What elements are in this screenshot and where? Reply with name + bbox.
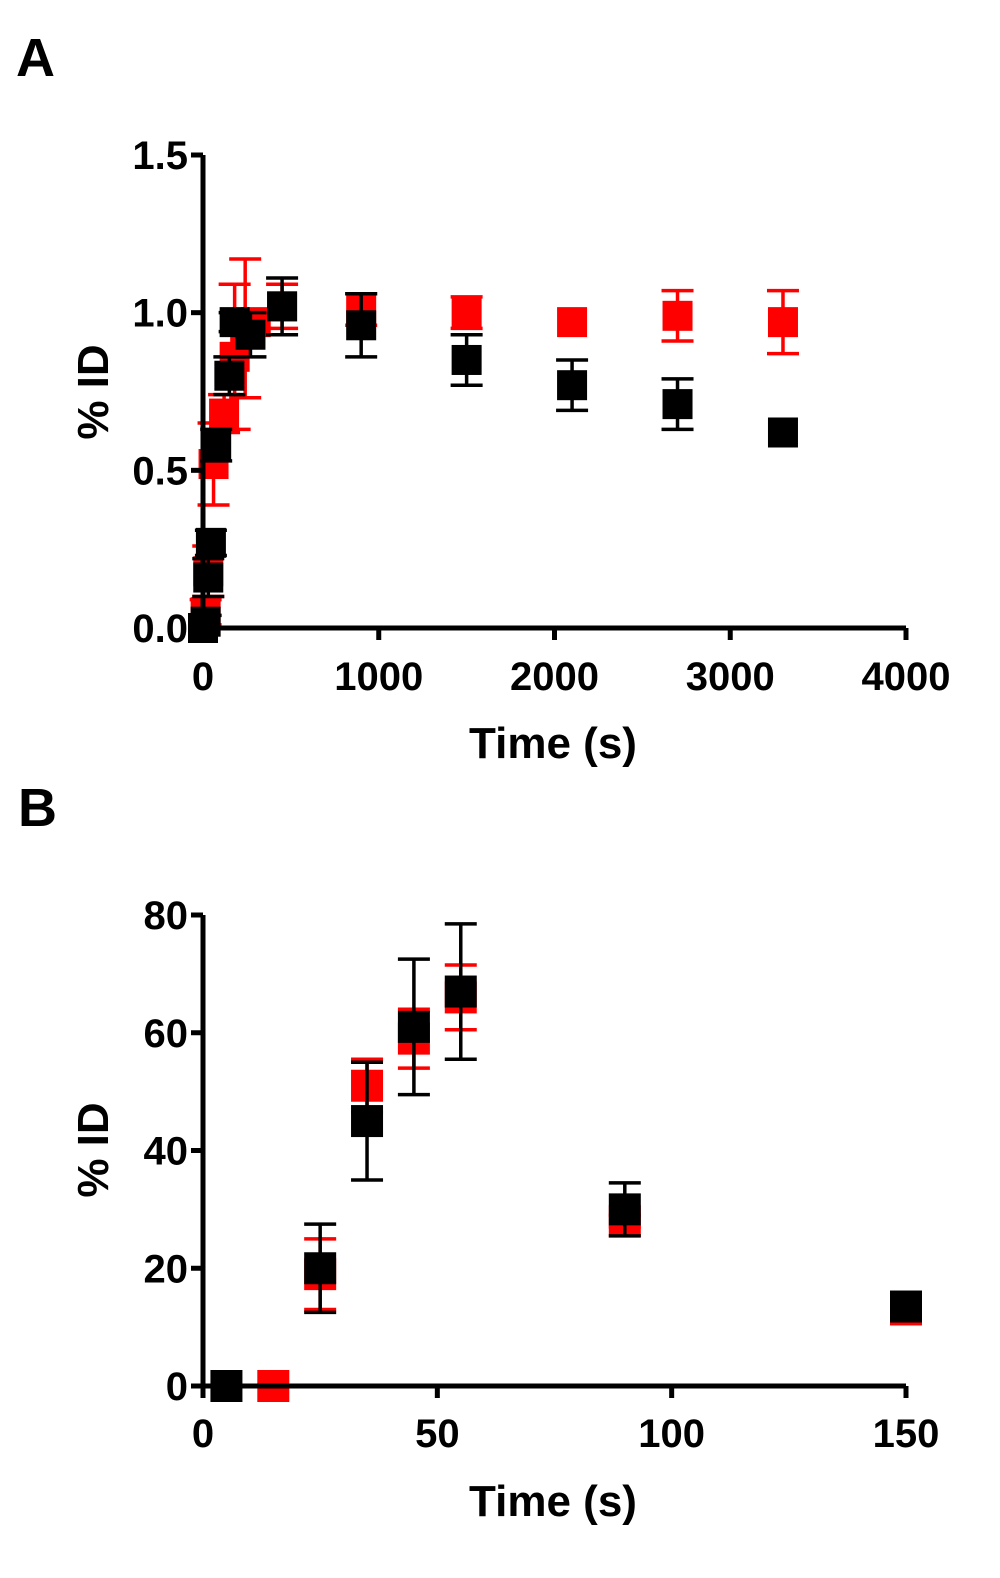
panel-a-x-tick-label: 4000 (862, 655, 951, 699)
panel-b-x-tick-label: 0 (192, 1412, 214, 1456)
panel-a-point (346, 310, 377, 341)
panel-a-point (662, 300, 693, 331)
panel-a-point (557, 307, 588, 338)
panel-b-y-axis-label: % ID (69, 1102, 118, 1197)
panel-a-ticks: 0 1000 2000 3000 4000 0.0 0.5 1.0 1.5 (132, 134, 950, 699)
panel-b-plot-area (210, 922, 922, 1402)
panel-a-y-tick-label: 1.5 (132, 134, 188, 178)
panel-b-x-axis-label: Time (s) (469, 1477, 637, 1526)
panel-a-point (190, 606, 221, 637)
panel-b-point (304, 1252, 337, 1285)
panel-b-x-tick-label: 50 (415, 1412, 460, 1456)
panel-a-point (201, 430, 232, 461)
panel-b-y-tick-label: 80 (144, 894, 189, 938)
panel-a-point (451, 344, 482, 375)
panel-b-y-tick-label: 0 (166, 1365, 188, 1409)
panel-a-point (767, 417, 798, 448)
panel-a-y-tick-label: 1.0 (132, 292, 188, 336)
panel-a-label: A (16, 28, 55, 88)
panel-b-point (351, 1105, 384, 1138)
panel-a-point (662, 389, 693, 420)
panel-a-y-tick-label: 0.0 (132, 607, 188, 651)
panel-b-label: B (18, 778, 57, 838)
panel-a-point (193, 562, 224, 593)
panel-a-y-axis-label: % ID (69, 344, 118, 439)
panel-a-x-tick-label: 1000 (334, 655, 423, 699)
panel-a-point (557, 370, 588, 401)
panel-a: A 0 1000 2000 3000 4000 0.0 0.5 1.0 1.5 Time (s)… (16, 28, 950, 768)
panel-b-x-tick-label: 100 (638, 1412, 705, 1456)
panel-b-y-tick-label: 60 (144, 1012, 189, 1056)
panel-b-point (444, 975, 477, 1008)
panel-b-y-tick-label: 40 (144, 1130, 189, 1174)
panel-a-x-tick-label: 3000 (686, 655, 775, 699)
panel-b: B 0 50 100 150 0 20 40 60 80 Time (s) % ID (18, 778, 939, 1526)
panel-a-x-tick-label: 2000 (510, 655, 599, 699)
panel-a-point (195, 527, 226, 558)
panel-b-y-tick-label: 20 (144, 1247, 189, 1291)
panel-b-ticks: 0 50 100 150 0 20 40 60 80 (144, 894, 940, 1456)
panel-a-point (235, 319, 266, 350)
panel-a-point (451, 297, 482, 328)
panel-b-x-tick-label: 150 (873, 1412, 940, 1456)
panel-b-point (397, 1010, 430, 1043)
panel-a-x-axis-label: Time (s) (469, 719, 637, 768)
panel-a-point (767, 307, 798, 338)
panel-a-x-tick-label: 0 (192, 655, 214, 699)
panel-a-plot-area (188, 257, 799, 643)
panel-b-point (890, 1290, 922, 1323)
panel-b-point (608, 1193, 641, 1226)
panel-a-point (267, 291, 298, 322)
panel-a-y-tick-label: 0.5 (132, 449, 188, 493)
panel-a-point (214, 360, 245, 391)
